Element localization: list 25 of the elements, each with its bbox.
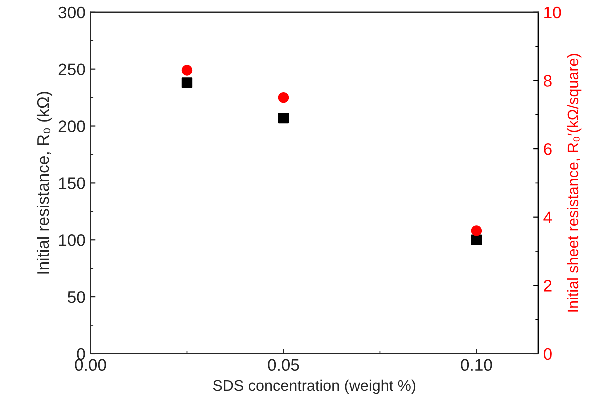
point [182, 78, 193, 88]
y-tick-label: 200 [58, 120, 86, 132]
x-tick-label: 0.05 [268, 359, 300, 372]
x-tick-label: 0.10 [461, 359, 492, 372]
y-tick-label: 250 [58, 64, 86, 76]
y2-tick-label: 2 [544, 280, 552, 292]
point [471, 234, 482, 246]
y2-tick-label: 8 [544, 75, 552, 87]
y-tick-label: 0 [77, 348, 86, 360]
y2-tick-label: 10 [544, 6, 562, 19]
x-tick-label: 0.00 [75, 359, 106, 372]
point [471, 226, 482, 236]
point [278, 92, 290, 104]
x-axis-title: SDS concentration (weight %) [213, 380, 416, 394]
y-tick-label: 150 [59, 178, 86, 190]
y2-tick-label: 6 [544, 143, 552, 156]
point [182, 65, 193, 76]
y-tick-label: 50 [68, 291, 86, 304]
point [278, 112, 290, 124]
y2-tick-label: 0 [544, 348, 552, 360]
y2-tick-label: 4 [544, 212, 552, 224]
y-axis-title: Initial resistance, R₀ (kΩ) [36, 92, 53, 274]
y-tick-label: 300 [58, 6, 86, 19]
y2-axis-title: Initial sheet resistance, R₀′(kΩ/square) [567, 54, 582, 312]
y-tick-label: 100 [59, 234, 86, 246]
